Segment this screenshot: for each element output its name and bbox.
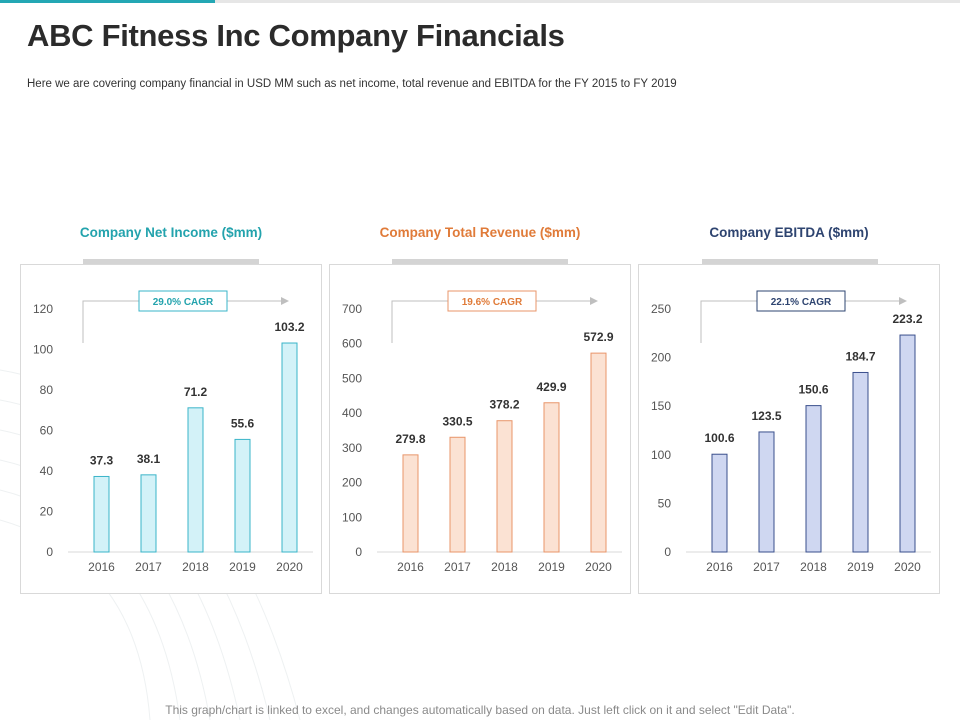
bar-value-label: 429.9	[536, 380, 566, 394]
cagr-badge	[138, 290, 228, 312]
y-tick-label: 0	[664, 545, 671, 559]
y-tick-label: 80	[40, 383, 54, 397]
bar-value-label: 55.6	[231, 416, 255, 430]
page-subtitle: Here we are covering company financial i…	[27, 78, 677, 90]
x-tick-label: 2016	[706, 560, 733, 574]
net-income-chart: 0 20 40 60 80 100 120 29.0% CAGR 37.3 2016 38.1 201…	[33, 290, 313, 574]
top-bar	[0, 0, 960, 3]
cagr-arrow-head	[899, 297, 907, 305]
bar-value-label: 150.6	[798, 383, 828, 397]
page-title: ABC Fitness Inc Company Financials	[27, 18, 565, 53]
bar-2017	[758, 431, 775, 553]
y-tick-label: 250	[651, 302, 671, 316]
y-tick-label: 20	[40, 505, 54, 519]
y-tick-label: 40	[40, 464, 54, 478]
chart-panel-ebitda[interactable]: 0 50 100 150 200 250 22.1% CAGR 100.6 2016 123.5 2…	[638, 264, 940, 594]
y-tick-label: 200	[342, 476, 362, 490]
bar-value-label: 330.5	[442, 414, 472, 428]
x-tick-label: 2019	[538, 560, 565, 574]
top-bar-accent	[0, 0, 215, 3]
x-tick-label: 2020	[894, 560, 921, 574]
y-tick-label: 0	[355, 545, 362, 559]
x-tick-label: 2016	[88, 560, 115, 574]
x-tick-label: 2017	[753, 560, 780, 574]
cagr-label: 19.6% CAGR	[462, 297, 523, 308]
y-tick-label: 100	[33, 343, 53, 357]
bar-2019	[852, 371, 869, 553]
cagr-arrow-head	[590, 297, 598, 305]
x-tick-label: 2017	[135, 560, 162, 574]
x-tick-label: 2017	[444, 560, 471, 574]
y-tick-label: 100	[651, 448, 671, 462]
chart-title-total-revenue: Company Total Revenue ($mm)	[379, 225, 581, 240]
cagr-badge	[447, 290, 537, 312]
bar-value-label: 38.1	[137, 452, 161, 466]
bar-2016	[711, 453, 728, 553]
bar-value-label: 100.6	[704, 431, 734, 445]
bar-2019	[234, 438, 251, 553]
ebitda-chart: 0 50 100 150 200 250 22.1% CAGR 100.6 2016 123.5 2…	[651, 290, 931, 574]
cagr-label: 22.1% CAGR	[771, 297, 832, 308]
bar-2016	[93, 475, 110, 553]
chart-title-bar	[83, 259, 259, 266]
y-tick-label: 150	[651, 399, 671, 413]
bar-2018	[805, 405, 822, 553]
x-tick-label: 2019	[847, 560, 874, 574]
cagr-arrow-head	[281, 297, 289, 305]
bar-2020	[899, 334, 916, 553]
chart-title-bar	[392, 259, 568, 266]
bar-2018	[187, 407, 204, 553]
y-tick-label: 0	[46, 545, 53, 559]
footer-note: This graph/chart is linked to excel, and…	[165, 703, 795, 717]
bar-value-label: 279.8	[395, 432, 425, 446]
x-tick-label: 2018	[491, 560, 518, 574]
bar-value-label: 184.7	[845, 349, 875, 363]
bar-2017	[449, 436, 466, 553]
bar-2018	[496, 420, 513, 553]
bar-2019	[543, 402, 560, 553]
x-tick-label: 2016	[397, 560, 424, 574]
bar-2017	[140, 474, 157, 553]
bar-value-label: 103.2	[274, 320, 304, 334]
chart-panel-net-income[interactable]: 0 20 40 60 80 100 120 29.0% CAGR 37.3 2016 38.1 201…	[20, 264, 322, 594]
y-tick-label: 600	[342, 337, 362, 351]
y-tick-label: 300	[342, 441, 362, 455]
bar-value-label: 37.3	[90, 453, 114, 467]
y-tick-label: 700	[342, 302, 362, 316]
bar-value-label: 572.9	[583, 330, 613, 344]
bar-2016	[402, 454, 419, 553]
bar-2020	[281, 342, 298, 553]
total-revenue-chart: 0 100 200 300 400 500 600 700 19.6% CAGR 279.8 201…	[342, 290, 622, 574]
x-tick-label: 2018	[182, 560, 209, 574]
chart-panel-total-revenue[interactable]: 0 100 200 300 400 500 600 700 19.6% CAGR 279.8 201…	[329, 264, 631, 594]
y-tick-label: 50	[658, 496, 672, 510]
x-tick-label: 2020	[276, 560, 303, 574]
bar-value-label: 223.2	[892, 312, 922, 326]
bar-value-label: 123.5	[751, 409, 781, 423]
cagr-badge	[756, 290, 846, 312]
x-tick-label: 2020	[585, 560, 612, 574]
x-tick-label: 2018	[800, 560, 827, 574]
y-tick-label: 120	[33, 302, 53, 316]
cagr-label: 29.0% CAGR	[153, 297, 214, 308]
y-tick-label: 100	[342, 510, 362, 524]
x-tick-label: 2019	[229, 560, 256, 574]
bar-2020	[590, 352, 607, 553]
y-tick-label: 60	[40, 424, 54, 438]
y-tick-label: 400	[342, 406, 362, 420]
y-tick-label: 500	[342, 371, 362, 385]
bar-value-label: 71.2	[184, 385, 208, 399]
chart-title-net-income: Company Net Income ($mm)	[79, 225, 263, 240]
chart-title-bar	[702, 259, 878, 266]
chart-title-ebitda: Company EBITDA ($mm)	[709, 225, 869, 240]
y-tick-label: 200	[651, 351, 671, 365]
bar-value-label: 378.2	[489, 398, 519, 412]
